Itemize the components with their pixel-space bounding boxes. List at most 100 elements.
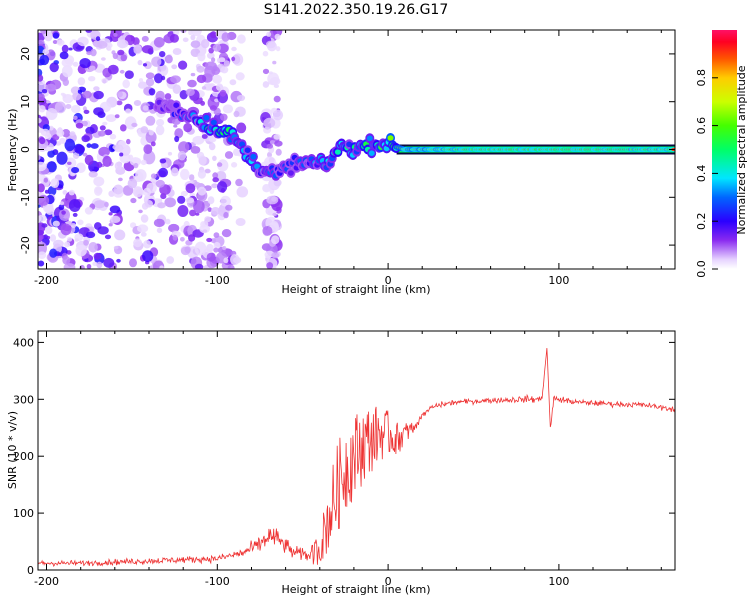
- colorbar-tick-label: 0.6: [695, 117, 708, 135]
- noise-blob: [195, 212, 200, 216]
- noise-blob: [272, 60, 277, 65]
- noise-blob: [82, 152, 88, 157]
- noise-blob: [275, 148, 282, 156]
- noise-blob: [207, 196, 215, 205]
- noise-blob: [56, 129, 65, 137]
- noise-blob: [153, 218, 165, 228]
- noise-blob: [38, 93, 45, 101]
- noise-blob: [38, 251, 47, 259]
- noise-blob: [83, 109, 90, 114]
- noise-blob: [194, 263, 204, 269]
- noise-blob: [104, 234, 112, 240]
- noise-blob: [189, 174, 195, 181]
- figure-title: S141.2022.350.19.26.G17: [264, 2, 449, 18]
- x-tick-label: 100: [548, 274, 569, 287]
- snr-panel: -200 -100 0 100 0 100 200 300 400 Height of str…: [6, 330, 676, 596]
- noise-blob: [122, 79, 130, 89]
- x-tick-label: -200: [34, 575, 59, 588]
- noise-blob: [67, 161, 72, 165]
- noise-blob: [52, 32, 60, 39]
- noise-blob: [130, 197, 137, 204]
- noise-blob: [177, 150, 187, 161]
- noise-blob: [128, 154, 134, 160]
- y-tick-label: 400: [13, 336, 34, 349]
- spectrogram-x-label: Height of straight line (km): [281, 283, 430, 296]
- noise-blob: [59, 51, 69, 60]
- noise-blob: [126, 138, 131, 145]
- noise-blob: [65, 104, 72, 109]
- noise-blob: [156, 119, 165, 127]
- noise-blob: [173, 124, 178, 128]
- noise-blob: [212, 172, 219, 179]
- noise-blob: [177, 205, 189, 217]
- noise-blob: [42, 48, 50, 55]
- y-tick-label: 0: [27, 564, 34, 577]
- noise-blob: [70, 86, 81, 95]
- noise-blob: [137, 59, 143, 66]
- noise-blob: [185, 88, 195, 97]
- noise-blob: [109, 133, 117, 140]
- noise-blob: [116, 91, 123, 98]
- noise-blob: [77, 77, 86, 86]
- noise-blob: [135, 169, 147, 182]
- noise-blob: [216, 162, 223, 167]
- noise-blob: [190, 146, 201, 154]
- noise-blob: [220, 66, 229, 74]
- noise-blob: [210, 136, 217, 142]
- noise-blob: [138, 81, 147, 89]
- noise-blob: [64, 241, 71, 248]
- noise-blob: [77, 219, 84, 226]
- x-tick-label: 0: [385, 575, 392, 588]
- noise-blob: [58, 204, 65, 211]
- y-tick-label: -10: [19, 188, 32, 206]
- noise-blob: [44, 189, 50, 194]
- noise-blob: [220, 113, 228, 122]
- spectrogram-marks: [38, 30, 675, 269]
- x-tick-label: -100: [205, 274, 230, 287]
- noise-blob: [69, 131, 76, 136]
- noise-blob: [206, 237, 213, 243]
- noise-blob: [207, 52, 215, 59]
- noise-blob: [38, 105, 46, 113]
- noise-blob: [197, 52, 206, 62]
- noise-blob: [143, 187, 152, 197]
- noise-blob: [98, 130, 106, 137]
- snr-frame: [37, 330, 676, 571]
- colorbar-label: Normalized spectral amplitude: [735, 65, 748, 234]
- noise-blob: [212, 177, 219, 183]
- colorbar-ticks: 0.0 0.2 0.4 0.6 0.8: [695, 69, 718, 278]
- noise-blob: [129, 258, 137, 268]
- noise-blob: [147, 105, 153, 110]
- noise-blob: [38, 195, 50, 206]
- noise-blob: [141, 45, 154, 54]
- noise-blob: [41, 223, 48, 228]
- noise-blob: [113, 32, 118, 37]
- noise-blob: [271, 235, 280, 245]
- noise-blob: [64, 138, 76, 152]
- noise-blob: [140, 159, 147, 166]
- ridge-blob: [254, 163, 261, 170]
- noise-blob: [61, 210, 66, 215]
- noise-blob: [140, 214, 149, 223]
- noise-blob: [47, 185, 57, 196]
- noise-blob: [132, 186, 143, 198]
- noise-blob: [46, 161, 57, 173]
- noise-blob: [114, 229, 126, 241]
- noise-blob: [93, 107, 104, 116]
- noise-blob: [262, 68, 270, 75]
- noise-blob: [213, 242, 221, 249]
- noise-blob: [230, 254, 240, 266]
- noise-blob: [38, 260, 45, 267]
- ridge-blob: [203, 114, 210, 121]
- noise-blob: [90, 48, 97, 57]
- noise-blob: [269, 77, 281, 86]
- noise-blob: [271, 252, 280, 259]
- noise-blob: [142, 250, 154, 262]
- noise-blob: [180, 168, 190, 180]
- noise-blob: [266, 143, 274, 149]
- snr-series-line: [38, 348, 675, 567]
- noise-blob: [113, 184, 124, 195]
- noise-blob: [103, 257, 115, 268]
- noise-blob: [85, 30, 92, 33]
